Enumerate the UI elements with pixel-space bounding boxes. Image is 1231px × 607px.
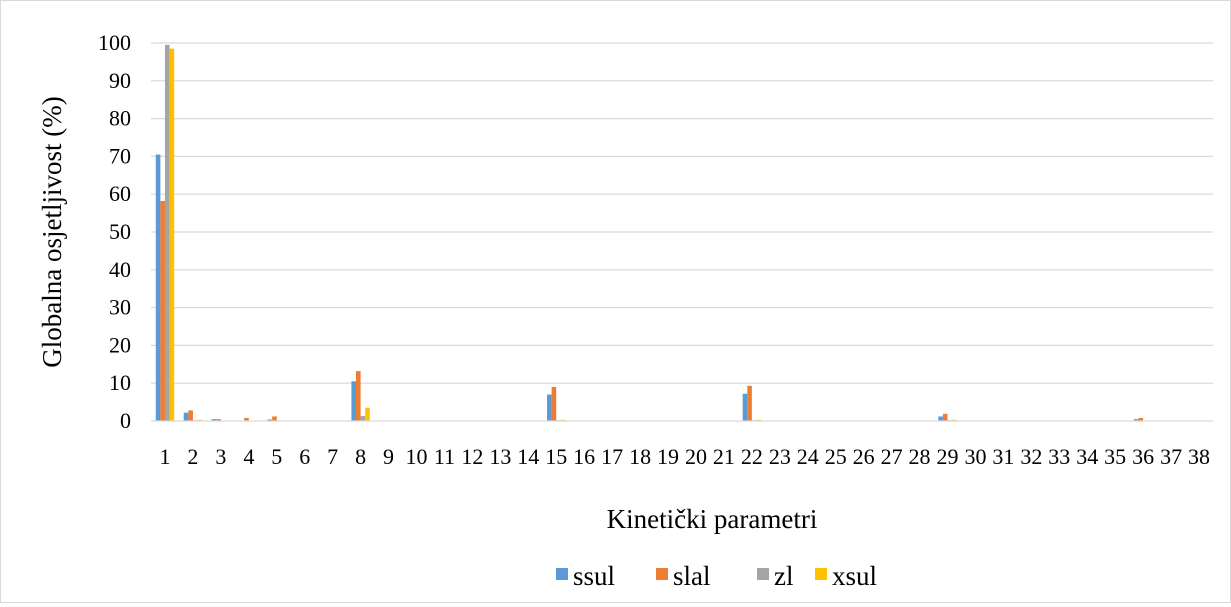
x-tick-label: 10	[406, 444, 428, 469]
bar-ssul-1	[155, 154, 161, 421]
y-tick-label: 50	[109, 219, 131, 244]
x-axis-ticks: 1 2 3 4 5 6 7 8 9 10 11 12 13 14 15 16 17 18 19 20 21 22 23 24 2…	[159, 444, 1210, 469]
x-tick-label: 15	[545, 444, 567, 469]
gridlines	[151, 42, 1213, 384]
y-axis-ticks: 0 10 20 30 40 50 60 70 80 90 100	[98, 30, 131, 433]
x-tick-label: 30	[964, 444, 986, 469]
bar-slal-2	[188, 410, 193, 421]
x-tick-label: 31	[992, 444, 1014, 469]
y-tick-label: 70	[109, 143, 131, 168]
bar-ssul-22	[742, 393, 748, 421]
legend-swatch-slal	[656, 568, 668, 580]
bar-xsul-8	[365, 407, 370, 421]
legend-label-zl: zl	[774, 561, 794, 591]
x-tick-label: 14	[517, 444, 539, 469]
legend-swatch-zl	[757, 568, 769, 580]
x-tick-label: 16	[573, 444, 595, 469]
bar-slal-5	[272, 416, 277, 421]
bar-zl-1	[164, 44, 170, 421]
y-tick-label: 30	[109, 295, 131, 320]
y-tick-label: 20	[109, 332, 131, 357]
bar-ssul-8	[351, 381, 357, 421]
x-tick-label: 13	[489, 444, 511, 469]
x-tick-label: 25	[825, 444, 847, 469]
bar-slal-3	[216, 419, 221, 421]
y-axis-title: Globalna osjetljivost (%)	[37, 96, 67, 367]
legend-label-slal: slal	[673, 561, 711, 591]
bar-slal-8	[356, 371, 361, 421]
x-tick-label: 9	[383, 444, 394, 469]
x-tick-label: 28	[909, 444, 931, 469]
x-tick-label: 36	[1132, 444, 1154, 469]
x-tick-label: 1	[159, 444, 170, 469]
bar-slal-22	[747, 385, 752, 421]
x-tick-label: 34	[1076, 444, 1098, 469]
legend-label-xsul: xsul	[832, 561, 877, 591]
legend-label-ssul: ssul	[573, 561, 615, 591]
x-tick-label: 26	[853, 444, 875, 469]
x-tick-label: 17	[601, 444, 623, 469]
bar-ssul-2	[183, 412, 189, 421]
x-tick-label: 20	[685, 444, 707, 469]
x-tick-label: 19	[657, 444, 679, 469]
bar-zl-8	[360, 416, 366, 421]
bar-ssul-15	[547, 394, 552, 421]
x-tick-label: 29	[937, 444, 959, 469]
x-tick-label: 21	[713, 444, 735, 469]
x-tick-label: 8	[355, 444, 366, 469]
x-tick-label: 2	[187, 444, 198, 469]
bar-ssul-36	[1133, 419, 1139, 421]
x-tick-label: 37	[1160, 444, 1182, 469]
y-tick-label: 90	[109, 68, 131, 93]
y-tick-label: 80	[109, 106, 131, 131]
legend: ssul slal zl xsul	[556, 561, 877, 591]
x-tick-label: 27	[881, 444, 903, 469]
bar-slal-1	[160, 201, 165, 421]
bar-slal-36	[1138, 417, 1144, 421]
bars	[155, 44, 1144, 422]
x-tick-label: 18	[629, 444, 651, 469]
x-tick-label: 38	[1188, 444, 1210, 469]
x-tick-label: 32	[1020, 444, 1042, 469]
bar-slal-4	[244, 417, 249, 421]
bar-ssul-3	[211, 419, 217, 421]
y-tick-label: 0	[120, 408, 131, 433]
x-tick-label: 12	[461, 444, 483, 469]
x-tick-label: 6	[299, 444, 310, 469]
legend-swatch-xsul	[815, 568, 827, 580]
x-tick-label: 11	[434, 444, 455, 469]
x-tick-label: 22	[741, 444, 763, 469]
x-tick-label: 4	[243, 444, 254, 469]
bar-xsul-1	[169, 48, 175, 422]
bar-slal-29	[942, 413, 948, 421]
x-tick-label: 24	[797, 444, 819, 469]
x-axis-title: Kinetički parametri	[607, 504, 818, 534]
y-tick-label: 60	[109, 181, 131, 206]
y-tick-label: 100	[98, 30, 131, 55]
bar-slal-15	[551, 386, 557, 421]
legend-swatch-ssul	[556, 568, 568, 580]
x-tick-label: 5	[271, 444, 282, 469]
x-tick-label: 7	[327, 444, 338, 469]
bar-ssul-29	[938, 416, 943, 421]
y-tick-label: 40	[109, 257, 131, 282]
x-tick-label: 23	[769, 444, 791, 469]
x-tick-label: 35	[1104, 444, 1126, 469]
bar-ssul-5	[267, 419, 273, 421]
y-tick-label: 10	[109, 370, 131, 395]
x-tick-label: 33	[1048, 444, 1070, 469]
x-tick-label: 3	[215, 444, 226, 469]
